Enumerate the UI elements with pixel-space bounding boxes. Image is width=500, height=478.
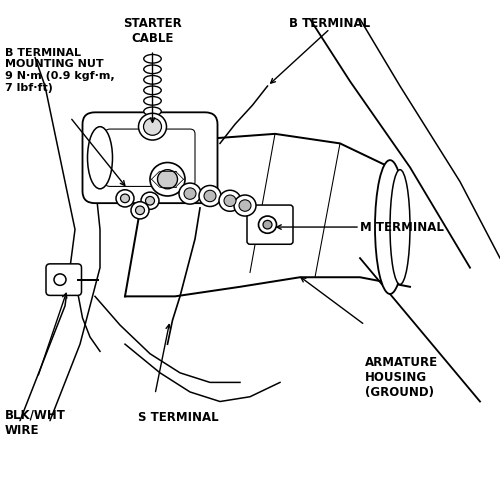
FancyBboxPatch shape <box>247 205 293 244</box>
Ellipse shape <box>390 170 410 284</box>
Circle shape <box>204 190 216 202</box>
Ellipse shape <box>144 86 161 95</box>
FancyBboxPatch shape <box>82 112 218 203</box>
Text: S TERMINAL: S TERMINAL <box>138 411 218 424</box>
Ellipse shape <box>375 160 405 294</box>
Text: B TERMINAL: B TERMINAL <box>290 17 370 30</box>
Circle shape <box>263 220 272 229</box>
Circle shape <box>54 274 66 285</box>
Text: BLK/WHT
WIRE: BLK/WHT WIRE <box>5 409 66 437</box>
Circle shape <box>234 195 256 216</box>
Ellipse shape <box>88 127 112 189</box>
Circle shape <box>131 202 149 219</box>
Ellipse shape <box>144 118 161 126</box>
Circle shape <box>120 194 130 203</box>
Ellipse shape <box>144 65 161 74</box>
Text: STARTER
CABLE: STARTER CABLE <box>123 17 182 45</box>
Circle shape <box>116 190 134 207</box>
Circle shape <box>239 200 251 211</box>
Circle shape <box>146 196 154 205</box>
Circle shape <box>199 185 221 206</box>
Circle shape <box>219 190 241 211</box>
Text: B TERMINAL
MOUNTING NUT
9 N·m (0.9 kgf·m,
7 lbf·ft): B TERMINAL MOUNTING NUT 9 N·m (0.9 kgf·m… <box>5 48 114 93</box>
Circle shape <box>136 206 144 215</box>
Circle shape <box>224 195 236 206</box>
Circle shape <box>179 183 201 204</box>
Circle shape <box>141 192 159 209</box>
Circle shape <box>144 118 162 135</box>
Circle shape <box>258 216 276 233</box>
Ellipse shape <box>144 76 161 84</box>
Text: ARMATURE
HOUSING
(GROUND): ARMATURE HOUSING (GROUND) <box>365 356 438 399</box>
FancyBboxPatch shape <box>105 129 195 186</box>
FancyBboxPatch shape <box>46 264 82 295</box>
Circle shape <box>138 113 166 140</box>
Text: M TERMINAL: M TERMINAL <box>360 220 444 234</box>
Circle shape <box>158 170 178 189</box>
Ellipse shape <box>144 107 161 116</box>
Circle shape <box>184 188 196 199</box>
Ellipse shape <box>144 54 161 63</box>
Circle shape <box>150 163 185 196</box>
Ellipse shape <box>144 97 161 105</box>
